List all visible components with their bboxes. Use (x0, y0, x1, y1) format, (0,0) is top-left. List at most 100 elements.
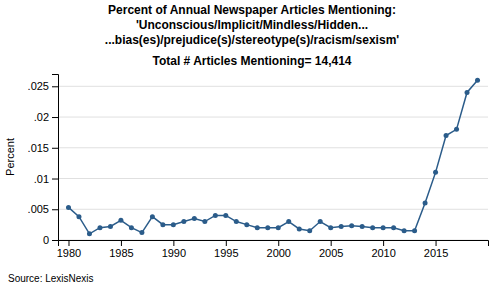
grid (58, 86, 488, 240)
tick-label: 1990 (162, 247, 186, 259)
point (118, 218, 123, 223)
tick-label: 1985 (109, 247, 133, 259)
grid-line (58, 147, 488, 148)
line (68, 80, 477, 234)
tick-mark (52, 179, 58, 180)
point (454, 127, 459, 132)
tick-mark (52, 117, 58, 118)
point (339, 224, 344, 229)
point (444, 133, 449, 138)
tick: 2010 (371, 240, 395, 259)
point (475, 78, 480, 83)
tick-mark (436, 240, 437, 246)
tick: .01 (34, 173, 58, 185)
point (244, 222, 249, 227)
y-axis-line (52, 75, 59, 241)
tick-label: 0 (43, 234, 49, 246)
point (349, 223, 354, 228)
point (97, 225, 102, 230)
point (370, 225, 375, 230)
point (360, 224, 365, 229)
tick-mark (52, 86, 58, 87)
point (234, 219, 239, 224)
point (307, 228, 312, 233)
tick: 1990 (162, 240, 186, 259)
tick-label: .02 (34, 111, 49, 123)
point (391, 225, 396, 230)
tick-mark (383, 240, 384, 246)
tick-label: .01 (34, 173, 49, 185)
point (87, 231, 92, 236)
tick-mark (226, 240, 227, 246)
point (423, 201, 428, 206)
tick-label: 2015 (424, 247, 448, 259)
point (171, 222, 176, 227)
title: ...bias(es)/prejudice(s)/stereotype(s)/r… (105, 33, 399, 47)
tick-label: 1980 (57, 247, 81, 259)
point (286, 219, 291, 224)
tick-label: .005 (28, 203, 49, 215)
point (76, 214, 81, 219)
point (160, 222, 165, 227)
tick: 0 (43, 234, 58, 246)
x-axis: 1980 1985 1990 1995 2000 2005 2010 2015 (57, 240, 489, 259)
tick-mark (331, 240, 332, 246)
tick-mark (68, 240, 69, 246)
point (276, 225, 281, 230)
tick-label: 1995 (214, 247, 238, 259)
point (265, 225, 270, 230)
tick: .015 (28, 142, 58, 154)
tick: 1980 (57, 240, 81, 259)
x-axis-line (59, 241, 489, 247)
grid-line (58, 86, 488, 87)
tick: 2015 (424, 240, 448, 259)
chart: Percent of Annual Newspaper Articles Men… (0, 0, 504, 288)
title: Percent of Annual Newspaper Articles Men… (108, 3, 396, 17)
tick-label: 2005 (319, 247, 343, 259)
tick: 2000 (267, 240, 291, 259)
point (297, 226, 302, 231)
point (129, 225, 134, 230)
y-axis: 0 .005 .01 .015 .02 .025 (28, 75, 59, 247)
tick-label: .015 (28, 142, 49, 154)
tick-mark (52, 240, 58, 241)
point (328, 225, 333, 230)
grid-line (58, 117, 488, 118)
point (465, 90, 470, 95)
tick-mark (52, 148, 58, 149)
tick-label: 2000 (267, 247, 291, 259)
point (192, 216, 197, 221)
plot: 1980 1985 1990 1995 2000 2005 2010 2015 0 .005 .01… (28, 75, 489, 259)
point (402, 228, 407, 233)
point (108, 224, 113, 229)
tick: 1995 (214, 240, 238, 259)
point (150, 214, 155, 219)
tick-mark (173, 240, 174, 246)
point (318, 219, 323, 224)
subtitle: Total # Articles Mentioning= 14,414 (152, 54, 351, 68)
tick-mark (278, 240, 279, 246)
tick-mark (52, 209, 58, 210)
tick-label: 2010 (371, 247, 395, 259)
tick: .02 (34, 111, 58, 123)
point (255, 225, 260, 230)
tick-mark (121, 240, 122, 246)
tick-label: .025 (28, 80, 49, 92)
source: Source: LexisNexis (8, 273, 94, 284)
point (66, 205, 71, 210)
grid-line (58, 178, 488, 179)
tick: 2005 (319, 240, 343, 259)
tick: .005 (28, 203, 58, 215)
data-marks (66, 78, 480, 237)
point (223, 213, 228, 218)
point (202, 219, 207, 224)
point (412, 228, 417, 233)
point (381, 225, 386, 230)
point (433, 170, 438, 175)
title: 'Unconscious/Implicit/Mindless/Hidden... (136, 18, 368, 32)
y-axis-title: Percent (4, 138, 16, 176)
tick: .025 (28, 80, 58, 92)
point (139, 230, 144, 235)
point (181, 219, 186, 224)
point (213, 213, 218, 218)
